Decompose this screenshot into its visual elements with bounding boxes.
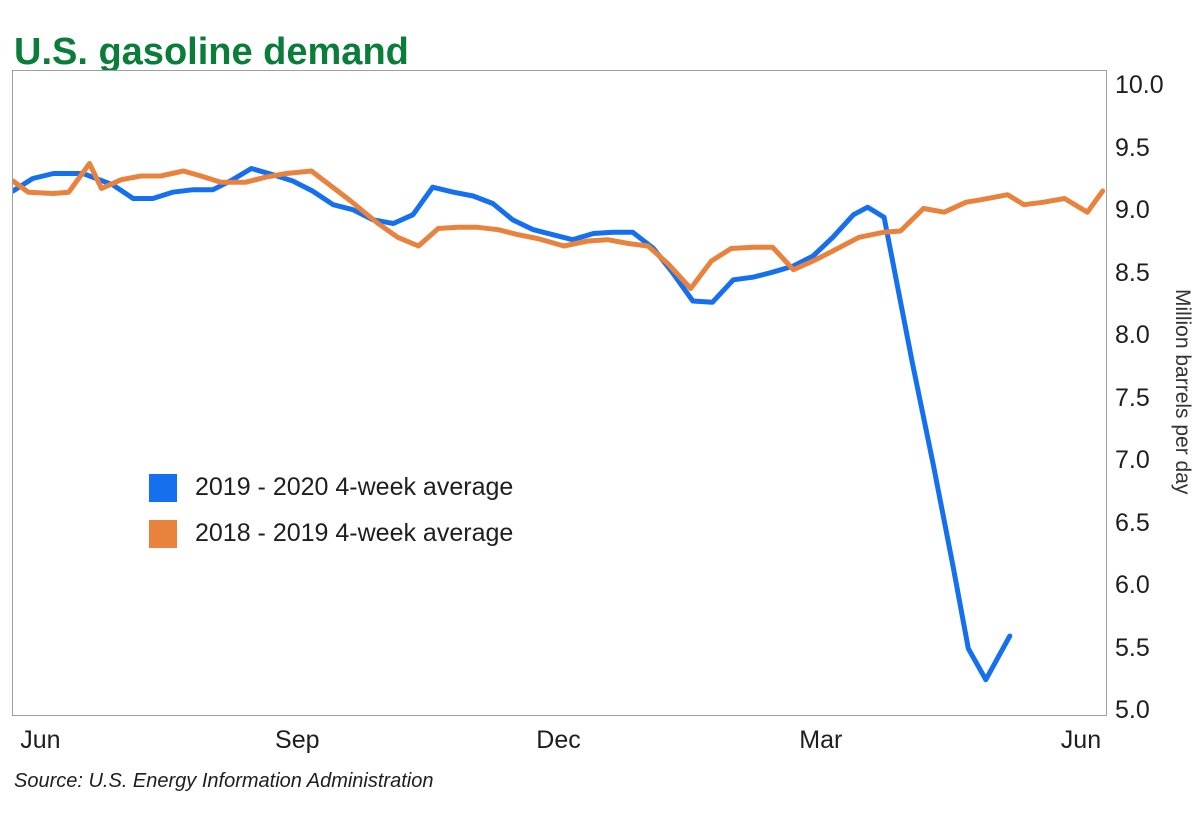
legend: 2019 - 2020 4-week average 2018 - 2019 4… xyxy=(149,473,513,548)
x-tick-label: Sep xyxy=(275,726,320,754)
y-tick-label: 6.0 xyxy=(1115,571,1150,599)
y-axis-title: Million barrels per day xyxy=(1171,289,1194,495)
legend-swatch-2018-2019-icon xyxy=(149,519,177,548)
y-tick-label: 7.0 xyxy=(1115,446,1150,474)
y-tick-label: 9.0 xyxy=(1115,196,1150,224)
y-tick-label: 8.0 xyxy=(1115,321,1150,349)
x-tick-label: Jun xyxy=(20,726,61,754)
y-tick-label: 9.5 xyxy=(1115,133,1150,162)
legend-item-2018-2019: 2018 - 2019 4-week average xyxy=(149,519,513,548)
y-tick-label: 8.5 xyxy=(1115,258,1150,287)
y-tick-label: 6.5 xyxy=(1115,508,1150,537)
y-tick-label: 7.5 xyxy=(1115,383,1150,412)
source-note: Source: U.S. Energy Information Administ… xyxy=(14,770,434,792)
legend-item-2019-2020: 2019 - 2020 4-week average xyxy=(149,473,513,502)
y-tick-label: 5.5 xyxy=(1115,633,1150,662)
chart-title: U.S. gasoline demand xyxy=(14,31,409,74)
x-tick-label: Jun xyxy=(1060,726,1102,754)
plot-area: 2019 - 2020 4-week average 2018 - 2019 4… xyxy=(12,70,1107,716)
y-tick-label: 10.0 xyxy=(1115,71,1164,99)
legend-label-2019-2020: 2019 - 2020 4-week average xyxy=(195,473,514,501)
y-tick-label: 5.0 xyxy=(1115,696,1150,724)
legend-swatch-2019-2020-icon xyxy=(149,473,177,502)
x-tick-label: Mar xyxy=(799,726,843,754)
line-series-canvas xyxy=(13,161,1106,683)
series-line-2019-2020-4-week-average xyxy=(13,166,1013,683)
series-line-2018-2019-4-week-average xyxy=(13,161,1106,291)
x-tick-label: Dec xyxy=(536,726,581,754)
legend-label-2018-2019: 2018 - 2019 4-week average xyxy=(195,519,514,547)
